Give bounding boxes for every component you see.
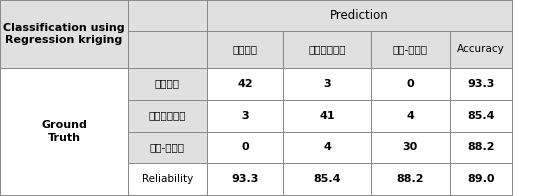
Text: 3: 3: [323, 79, 331, 89]
Bar: [371, 31, 450, 68]
Text: 88.2: 88.2: [467, 142, 495, 152]
Text: 93.3: 93.3: [467, 79, 495, 89]
Text: 엽생식생: 엽생식생: [232, 44, 257, 54]
Text: 갈대-산조풀: 갈대-산조풀: [393, 44, 428, 54]
Bar: [450, 100, 512, 132]
Bar: [0, 0, 128, 68]
Text: 4: 4: [323, 142, 331, 152]
Bar: [207, 0, 512, 31]
Bar: [128, 100, 207, 132]
Text: 30: 30: [403, 142, 418, 152]
Bar: [207, 68, 283, 100]
Bar: [283, 132, 371, 163]
Bar: [283, 31, 371, 68]
Bar: [128, 68, 207, 100]
Bar: [371, 68, 450, 100]
Text: 0: 0: [241, 142, 249, 152]
Bar: [450, 132, 512, 163]
Text: Reliability: Reliability: [142, 174, 193, 184]
Text: 중저엽분식생: 중저엽분식생: [308, 44, 346, 54]
Text: Classification using
Regression kriging: Classification using Regression kriging: [3, 23, 125, 45]
Text: 중저엽분식생: 중저엽분식생: [149, 111, 186, 121]
Text: 93.3: 93.3: [231, 174, 259, 184]
Bar: [283, 68, 371, 100]
Text: 41: 41: [319, 111, 335, 121]
Text: 88.2: 88.2: [397, 174, 424, 184]
Bar: [283, 163, 371, 195]
Bar: [450, 68, 512, 100]
Bar: [371, 100, 450, 132]
Text: 0: 0: [407, 79, 414, 89]
Bar: [0, 68, 128, 195]
Bar: [128, 0, 207, 31]
Bar: [128, 132, 207, 163]
Text: 85.4: 85.4: [313, 174, 341, 184]
Text: Prediction: Prediction: [330, 9, 389, 22]
Bar: [450, 31, 512, 68]
Bar: [450, 163, 512, 195]
Text: 89.0: 89.0: [467, 174, 495, 184]
Bar: [371, 163, 450, 195]
Bar: [371, 132, 450, 163]
Text: 42: 42: [237, 79, 253, 89]
Text: 3: 3: [241, 111, 249, 121]
Bar: [128, 163, 207, 195]
Text: 갈대-산조풀: 갈대-산조풀: [150, 142, 185, 152]
Text: 85.4: 85.4: [467, 111, 495, 121]
Bar: [128, 31, 207, 68]
Text: 엽생식생: 엽생식생: [155, 79, 180, 89]
Bar: [207, 100, 283, 132]
Bar: [283, 100, 371, 132]
Bar: [207, 31, 283, 68]
Bar: [207, 132, 283, 163]
Text: Accuracy: Accuracy: [457, 44, 505, 54]
Text: Ground
Truth: Ground Truth: [41, 120, 87, 143]
Text: 4: 4: [407, 111, 414, 121]
Bar: [207, 163, 283, 195]
